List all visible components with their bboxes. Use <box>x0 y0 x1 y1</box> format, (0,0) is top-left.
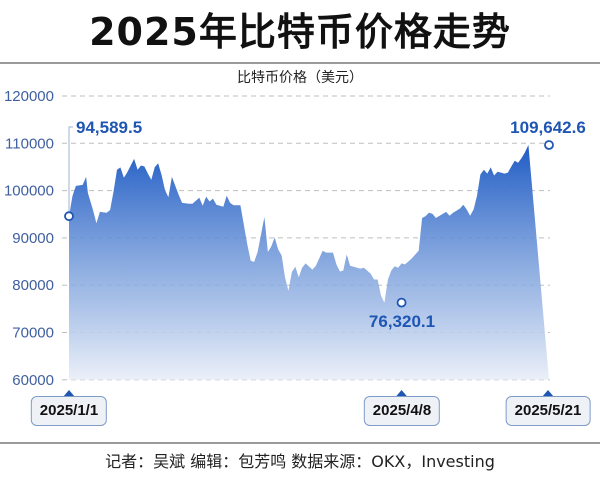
date-label-end: 2025/5/21 <box>505 396 591 426</box>
data-point-marker <box>544 140 554 150</box>
data-point-marker <box>396 297 407 308</box>
price-area <box>69 145 549 380</box>
y-tick-label: 110000 <box>5 135 54 152</box>
y-tick-label: 60000 <box>12 372 54 389</box>
value-annotation: 76,320.1 <box>369 312 435 331</box>
y-tick-label: 90000 <box>12 230 54 247</box>
y-tick-label: 120000 <box>4 88 54 105</box>
date-pointer-icon <box>395 390 408 397</box>
title-divider <box>0 62 600 64</box>
date-pointer-icon <box>63 390 75 397</box>
footer-divider <box>0 442 600 444</box>
annotation-leader-line <box>68 126 73 217</box>
value-annotation: 94,589.5 <box>76 118 142 137</box>
y-tick-label: 70000 <box>12 325 54 342</box>
page-title: 2025年比特币价格走势 <box>89 10 511 54</box>
y-axis: 120000 110000 100000 90000 80000 70000 60000 <box>4 88 54 389</box>
credits-footer: 记者：吴斌 编辑：包芳鸣 数据来源：OKX，Investing <box>105 452 495 471</box>
chart-title: 比特币价格（美元） <box>237 70 363 86</box>
annotation-markers: 94,589.5 76,320.1 109,642.6 <box>63 118 586 397</box>
y-tick-label: 100000 <box>4 183 54 200</box>
date-pointer-icon <box>542 390 554 397</box>
y-tick-label: 80000 <box>12 277 54 294</box>
value-annotation: 109,642.6 <box>510 118 586 137</box>
date-label-start: 2025/1/1 <box>30 396 108 426</box>
price-chart: 120000 110000 100000 90000 80000 70000 60000 9… <box>4 88 586 397</box>
date-label-low: 2025/4/8 <box>363 396 441 426</box>
data-point-marker <box>64 211 74 222</box>
